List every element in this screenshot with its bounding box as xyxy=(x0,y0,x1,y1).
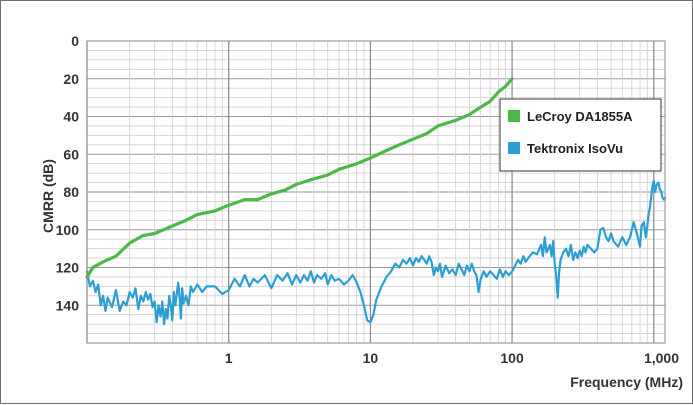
legend: LeCroy DA1855A Tektronix IsoVu xyxy=(499,98,662,172)
y-tick-label: 120 xyxy=(56,260,80,276)
y-tick-label: 20 xyxy=(63,71,79,87)
series-line-lecroy-da1855a xyxy=(85,77,514,279)
legend-label: Tektronix IsoVu xyxy=(527,141,623,156)
y-axis-title: CMRR (dB) xyxy=(40,159,56,233)
y-tick-label: 0 xyxy=(71,33,79,49)
x-tick-label: 1,000 xyxy=(644,350,679,366)
y-tick-label: 140 xyxy=(56,297,80,313)
x-tick-label: 100 xyxy=(500,350,524,366)
x-tick-label: 1 xyxy=(225,350,233,366)
x-axis-title: Frequency (MHz) xyxy=(570,374,683,390)
legend-label: LeCroy DA1855A xyxy=(527,109,633,124)
y-tick-label: 60 xyxy=(63,146,79,162)
y-tick-labels: 0 20 40 60 80 100 120 140 xyxy=(56,33,80,313)
y-tick-label: 100 xyxy=(56,222,80,238)
legend-box xyxy=(499,98,662,172)
legend-swatch xyxy=(508,110,520,122)
legend-swatch xyxy=(508,142,520,154)
y-tick-label: 80 xyxy=(63,184,79,200)
x-tick-label: 10 xyxy=(363,350,379,366)
series-layer xyxy=(85,77,667,326)
plot-border xyxy=(86,40,666,344)
y-tick-label: 40 xyxy=(63,109,79,125)
series-line-tektronix-isovu xyxy=(85,179,667,326)
x-tick-labels: 1 10 100 1,000 xyxy=(225,350,679,366)
